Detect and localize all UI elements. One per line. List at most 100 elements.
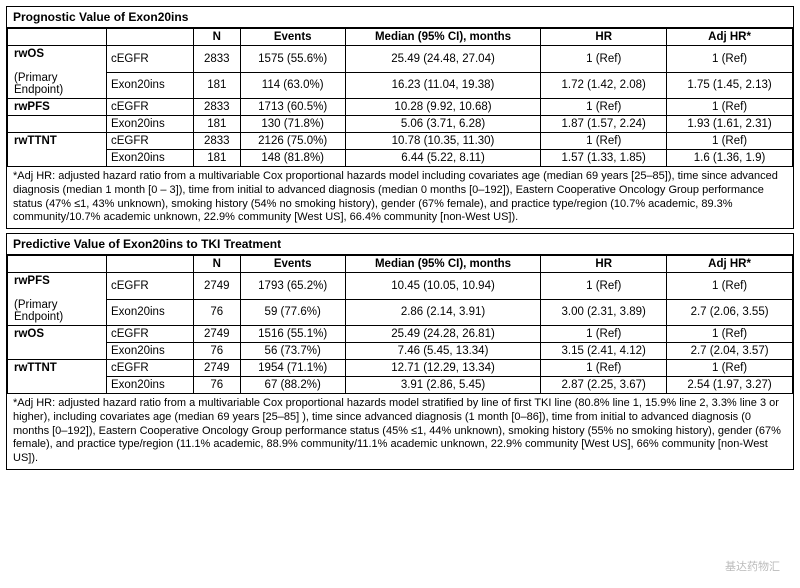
footnote: *Adj HR: adjusted hazard ratio from a mu… bbox=[7, 394, 793, 469]
watermark: 基达药物汇 bbox=[725, 558, 780, 574]
table-row: rwPFS cEGFR 2833 1713 (60.5%) 10.28 (9.9… bbox=[8, 99, 793, 116]
prognostic-section: Prognostic Value of Exon20ins N Events M… bbox=[6, 6, 794, 229]
col-adjhr: Adj HR* bbox=[667, 256, 793, 273]
cell-hr: 1.72 (1.42, 2.08) bbox=[541, 72, 667, 99]
cell-hr: 2.87 (2.25, 3.67) bbox=[541, 377, 667, 394]
group-label: Exon20ins bbox=[107, 343, 194, 360]
endpoint-rwpfs: rwPFS (Primary Endpoint) bbox=[8, 273, 107, 326]
cell-n: 181 bbox=[194, 72, 241, 99]
cell-adjhr: 1 (Ref) bbox=[667, 360, 793, 377]
blank-header bbox=[107, 29, 194, 46]
col-n: N bbox=[194, 256, 241, 273]
table-row: rwTTNT cEGFR 2833 2126 (75.0%) 10.78 (10… bbox=[8, 133, 793, 150]
section-title: Prognostic Value of Exon20ins bbox=[7, 7, 793, 28]
cell-events: 59 (77.6%) bbox=[240, 299, 345, 326]
cell-hr: 1.57 (1.33, 1.85) bbox=[541, 150, 667, 167]
table-row: Exon20ins 181 130 (71.8%) 5.06 (3.71, 6.… bbox=[8, 116, 793, 133]
table-row: rwOS cEGFR 2749 1516 (55.1%) 25.49 (24.2… bbox=[8, 326, 793, 343]
header-row: N Events Median (95% CI), months HR Adj … bbox=[8, 29, 793, 46]
table-row: Exon20ins 76 56 (73.7%) 7.46 (5.45, 13.3… bbox=[8, 343, 793, 360]
cell-median: 10.78 (10.35, 11.30) bbox=[345, 133, 541, 150]
cell-n: 2833 bbox=[194, 46, 241, 73]
col-events: Events bbox=[240, 256, 345, 273]
predictive-table: N Events Median (95% CI), months HR Adj … bbox=[7, 255, 793, 394]
group-label: Exon20ins bbox=[107, 299, 194, 326]
group-label: cEGFR bbox=[107, 360, 194, 377]
endpoint-name: rwPFS bbox=[14, 275, 50, 287]
cell-adjhr: 1 (Ref) bbox=[667, 46, 793, 73]
endpoint-rwos: rwOS (Primary Endpoint) bbox=[8, 46, 107, 99]
group-label: cEGFR bbox=[107, 273, 194, 300]
endpoint-rwos: rwOS bbox=[8, 326, 107, 360]
cell-n: 76 bbox=[194, 299, 241, 326]
cell-adjhr: 1.93 (1.61, 2.31) bbox=[667, 116, 793, 133]
cell-hr: 3.15 (2.41, 4.12) bbox=[541, 343, 667, 360]
cell-median: 25.49 (24.48, 27.04) bbox=[345, 46, 541, 73]
prognostic-table: N Events Median (95% CI), months HR Adj … bbox=[7, 28, 793, 167]
cell-median: 12.71 (12.29, 13.34) bbox=[345, 360, 541, 377]
col-events: Events bbox=[240, 29, 345, 46]
cell-hr: 1 (Ref) bbox=[541, 326, 667, 343]
group-label: cEGFR bbox=[107, 99, 194, 116]
table-row: Exon20ins 76 67 (88.2%) 3.91 (2.86, 5.45… bbox=[8, 377, 793, 394]
blank bbox=[8, 116, 107, 133]
footnote: *Adj HR: adjusted hazard ratio from a mu… bbox=[7, 167, 793, 228]
cell-n: 76 bbox=[194, 377, 241, 394]
group-label: Exon20ins bbox=[107, 150, 194, 167]
cell-adjhr: 1.75 (1.45, 2.13) bbox=[667, 72, 793, 99]
cell-adjhr: 1 (Ref) bbox=[667, 326, 793, 343]
cell-n: 2749 bbox=[194, 360, 241, 377]
cell-hr: 1 (Ref) bbox=[541, 273, 667, 300]
cell-median: 5.06 (3.71, 6.28) bbox=[345, 116, 541, 133]
cell-adjhr: 1.6 (1.36, 1.9) bbox=[667, 150, 793, 167]
table-row: rwOS (Primary Endpoint) cEGFR 2833 1575 … bbox=[8, 46, 793, 73]
cell-events: 1575 (55.6%) bbox=[240, 46, 345, 73]
cell-n: 2833 bbox=[194, 99, 241, 116]
table-row: Exon20ins 181 148 (81.8%) 6.44 (5.22, 8.… bbox=[8, 150, 793, 167]
col-hr: HR bbox=[541, 256, 667, 273]
col-median: Median (95% CI), months bbox=[345, 256, 541, 273]
cell-events: 130 (71.8%) bbox=[240, 116, 345, 133]
cell-n: 2833 bbox=[194, 133, 241, 150]
endpoint-rwttnt: rwTTNT bbox=[8, 360, 107, 394]
blank-header bbox=[107, 256, 194, 273]
cell-median: 3.91 (2.86, 5.45) bbox=[345, 377, 541, 394]
cell-n: 181 bbox=[194, 116, 241, 133]
cell-events: 1793 (65.2%) bbox=[240, 273, 345, 300]
cell-adjhr: 2.7 (2.04, 3.57) bbox=[667, 343, 793, 360]
cell-median: 10.28 (9.92, 10.68) bbox=[345, 99, 541, 116]
group-label: Exon20ins bbox=[107, 116, 194, 133]
cell-n: 76 bbox=[194, 343, 241, 360]
endpoint-rwttnt: rwTTNT bbox=[8, 133, 107, 167]
primary-endpoint-label: (Primary Endpoint) bbox=[14, 299, 63, 323]
cell-events: 148 (81.8%) bbox=[240, 150, 345, 167]
col-n: N bbox=[194, 29, 241, 46]
cell-hr: 1 (Ref) bbox=[541, 133, 667, 150]
cell-events: 67 (88.2%) bbox=[240, 377, 345, 394]
cell-adjhr: 2.7 (2.06, 3.55) bbox=[667, 299, 793, 326]
table-row: rwTTNT cEGFR 2749 1954 (71.1%) 12.71 (12… bbox=[8, 360, 793, 377]
col-hr: HR bbox=[541, 29, 667, 46]
cell-events: 1954 (71.1%) bbox=[240, 360, 345, 377]
cell-median: 16.23 (11.04, 19.38) bbox=[345, 72, 541, 99]
predictive-section: Predictive Value of Exon20ins to TKI Tre… bbox=[6, 233, 794, 470]
cell-events: 1713 (60.5%) bbox=[240, 99, 345, 116]
cell-hr: 1.87 (1.57, 2.24) bbox=[541, 116, 667, 133]
cell-n: 2749 bbox=[194, 326, 241, 343]
endpoint-name: rwOS bbox=[14, 48, 44, 60]
group-label: cEGFR bbox=[107, 326, 194, 343]
cell-hr: 1 (Ref) bbox=[541, 99, 667, 116]
primary-endpoint-label: (Primary Endpoint) bbox=[14, 72, 63, 96]
cell-adjhr: 1 (Ref) bbox=[667, 99, 793, 116]
group-label: cEGFR bbox=[107, 46, 194, 73]
cell-adjhr: 1 (Ref) bbox=[667, 133, 793, 150]
section-title: Predictive Value of Exon20ins to TKI Tre… bbox=[7, 234, 793, 255]
cell-median: 25.49 (24.28, 26.81) bbox=[345, 326, 541, 343]
blank-header bbox=[8, 256, 107, 273]
group-label: cEGFR bbox=[107, 133, 194, 150]
col-median: Median (95% CI), months bbox=[345, 29, 541, 46]
cell-median: 6.44 (5.22, 8.11) bbox=[345, 150, 541, 167]
cell-adjhr: 2.54 (1.97, 3.27) bbox=[667, 377, 793, 394]
cell-hr: 3.00 (2.31, 3.89) bbox=[541, 299, 667, 326]
cell-hr: 1 (Ref) bbox=[541, 46, 667, 73]
